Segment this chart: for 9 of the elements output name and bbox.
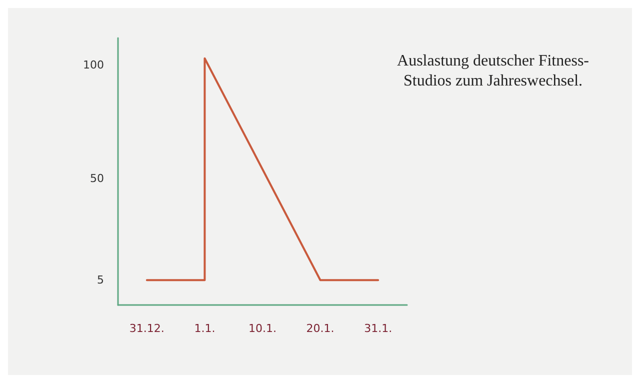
x-tick-label: 20.1. (306, 322, 334, 335)
text: Auslastung deutscher Fitness- Studios zum Jahreswechsel. (397, 52, 589, 90)
x-tick-label: 31.1. (364, 322, 392, 335)
y-tick-label: 5 (97, 274, 104, 287)
x-tick-label: 31.12. (129, 322, 164, 335)
x-tick-label: 1.1. (194, 322, 216, 335)
y-tick-label: 100 (83, 58, 104, 72)
x-tick-label: 10.1. (248, 322, 276, 335)
y-tick-label: 50 (90, 172, 104, 185)
